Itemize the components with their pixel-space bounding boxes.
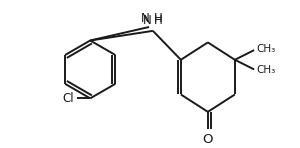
Text: O: O — [202, 133, 213, 146]
Text: CH₃: CH₃ — [256, 65, 275, 75]
Text: N: N — [141, 12, 150, 25]
Text: H: H — [154, 14, 163, 27]
Text: H: H — [154, 12, 163, 25]
Text: CH₃: CH₃ — [256, 44, 275, 54]
Text: N: N — [143, 14, 152, 27]
Text: Cl: Cl — [62, 92, 74, 105]
